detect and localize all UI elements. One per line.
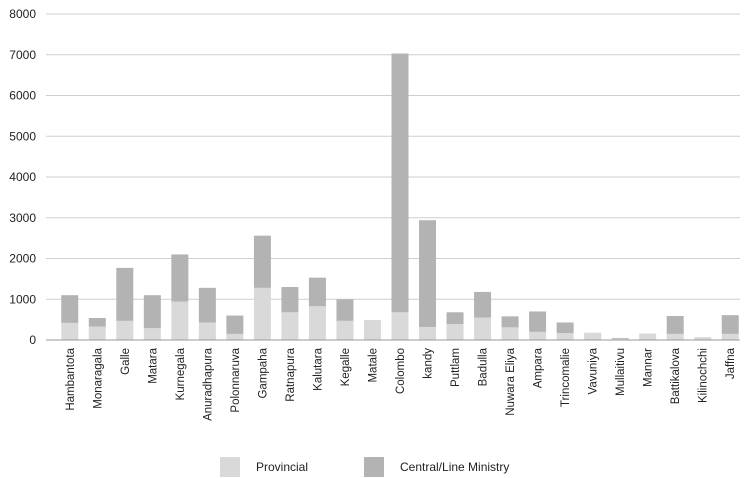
bar-central-gampaha <box>253 235 271 288</box>
bar-central-ratnapura <box>281 287 299 313</box>
y-tick-label: 7000 <box>9 48 36 62</box>
provincial-swatch <box>220 457 240 477</box>
bar-central-matara <box>143 295 161 329</box>
bar-central-mullaitivu <box>611 337 629 339</box>
bar-provincial-kurnegala <box>171 301 189 340</box>
bar-provincial-jaffna <box>721 333 739 340</box>
x-tick-label: Matara <box>147 347 159 383</box>
bar-provincial-trincomalie <box>556 333 574 340</box>
x-tick-label: Galle <box>120 348 132 375</box>
x-axis-tick-labels: Hambantota Monaragala Galle Matara Kurnegala… <box>65 347 737 421</box>
x-tick-label: Hambantota <box>65 347 77 410</box>
bar-provincial-matale <box>363 320 381 340</box>
bar-provincial-gampaha <box>253 287 271 340</box>
x-tick-label: Jaffna <box>725 347 737 379</box>
y-tick-label: 8000 <box>9 7 36 21</box>
legend-item-provincial: Provincial <box>220 456 308 478</box>
x-tick-label: Nuwara Eliya <box>505 347 517 415</box>
bar-provincial-monaragala <box>88 326 106 340</box>
y-axis-tick-labels: 0 1000 2000 3000 4000 5000 6000 7000 8000 <box>9 7 36 347</box>
x-tick-label: Battikalova <box>670 347 682 404</box>
y-tick-label: 6000 <box>9 89 36 103</box>
bar-provincial-ratnapura <box>281 312 299 340</box>
bar-central-ampara <box>529 311 547 332</box>
bar-provincial-anuradhapura <box>198 322 216 340</box>
bars <box>61 53 739 340</box>
x-tick-label: Ampara <box>533 347 545 388</box>
bar-central-kurnegala <box>171 254 189 302</box>
bar-provincial-matara <box>143 328 161 340</box>
bar-provincial-kandy <box>419 326 437 340</box>
x-tick-label: Kalutara <box>312 347 324 390</box>
y-tick-label: 0 <box>29 333 36 347</box>
bar-provincial-kalutara <box>308 306 326 340</box>
x-tick-label: Kurnegala <box>175 347 187 400</box>
bar-central-nuwara-eliya <box>501 316 519 328</box>
bar-central-anuradhapura <box>198 287 216 323</box>
x-tick-label: Vavuniya <box>588 347 600 394</box>
x-tick-label: Mullaitivu <box>615 348 627 396</box>
bar-provincial-vavuniya <box>584 332 602 340</box>
bar-provincial-battikalova <box>666 333 684 340</box>
bar-central-puttlam <box>446 312 464 325</box>
bar-provincial-kegalle <box>336 320 354 340</box>
bar-central-galle <box>116 267 134 321</box>
bar-central-kandy <box>419 220 437 327</box>
bar-provincial-nuwara-eliya <box>501 327 519 340</box>
x-tick-label: kandy <box>423 348 435 379</box>
x-tick-label: Monaragala <box>92 347 104 408</box>
bar-provincial-kilinochchi <box>694 337 712 340</box>
bar-provincial-galle <box>116 320 134 340</box>
y-tick-label: 2000 <box>9 252 36 266</box>
bar-central-monaragala <box>88 317 106 327</box>
x-tick-label: Puttlam <box>450 348 462 387</box>
bar-central-kegalle <box>336 299 354 321</box>
x-tick-label: Kegalle <box>340 348 352 386</box>
x-tick-label: Matale <box>367 348 379 383</box>
x-tick-label: Mannar <box>643 348 655 387</box>
bar-provincial-polonnaruva <box>226 333 244 340</box>
bar-provincial-colombo <box>391 312 409 340</box>
x-tick-label: Trincomalie <box>560 348 572 407</box>
central-swatch <box>364 457 384 477</box>
bar-central-jaffna <box>721 315 739 334</box>
bar-central-badulla <box>474 291 492 318</box>
legend-label-central: Central/Line Ministry <box>400 460 510 474</box>
x-tick-label: Colombo <box>395 348 407 394</box>
legend-label-provincial: Provincial <box>256 460 309 474</box>
bar-provincial-mannar <box>639 333 657 340</box>
bar-central-colombo <box>391 53 409 313</box>
x-tick-label: Polonnaruva <box>230 347 242 412</box>
bar-central-hambantota <box>61 295 79 323</box>
y-tick-label: 3000 <box>9 211 36 225</box>
x-tick-label: Ratnapura <box>285 347 297 401</box>
bar-central-trincomalie <box>556 322 574 334</box>
bar-central-polonnaruva <box>226 315 244 334</box>
legend-item-central: Central/Line Ministry <box>364 456 509 478</box>
y-tick-label: 1000 <box>9 292 36 306</box>
x-tick-label: Anuradhapura <box>202 347 214 420</box>
bar-provincial-hambantota <box>61 322 79 340</box>
bar-provincial-ampara <box>529 331 547 340</box>
bar-provincial-badulla <box>474 317 492 340</box>
x-tick-label: Kilinochchi <box>698 348 710 403</box>
bar-central-battikalova <box>666 315 684 334</box>
y-tick-label: 5000 <box>9 129 36 143</box>
y-tick-label: 4000 <box>9 170 36 184</box>
bar-central-kalutara <box>308 277 326 307</box>
x-tick-label: Badulla <box>478 347 490 386</box>
x-tick-label: Gampaha <box>257 347 269 398</box>
bar-provincial-mullaitivu <box>611 338 629 340</box>
bar-provincial-puttlam <box>446 324 464 340</box>
